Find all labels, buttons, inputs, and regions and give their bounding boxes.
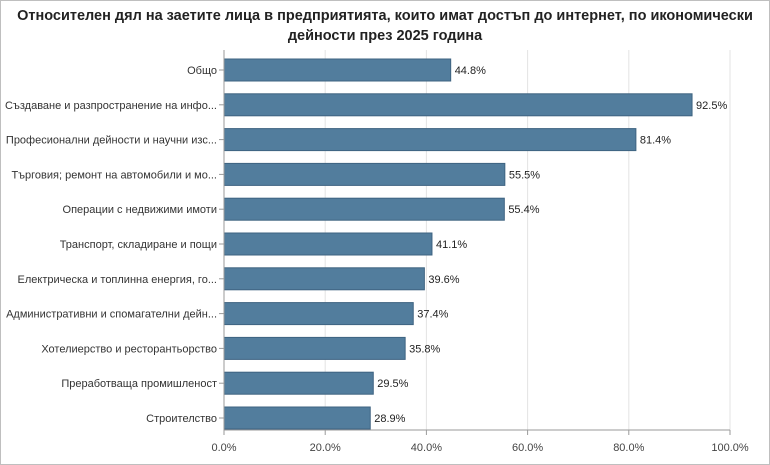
- bar: [223, 58, 452, 82]
- chart-title-line-2: дейности през 2025 година: [287, 28, 483, 44]
- value-label: 37.4%: [417, 309, 448, 321]
- category-label: Транспорт, складиране и пощи: [60, 239, 217, 251]
- category-label: Административни и спомагателни дейн...: [6, 309, 217, 321]
- value-label: 28.9%: [374, 413, 405, 425]
- value-label: 81.4%: [640, 135, 671, 147]
- value-label: 39.6%: [428, 274, 459, 286]
- bar: [223, 302, 414, 326]
- x-tick-label: 100.0%: [711, 442, 749, 454]
- chart-title: Относителен дял на заетите лица в предпр…: [0, 6, 770, 46]
- category-label: Операции с недвижими имоти: [63, 204, 217, 216]
- bar: [223, 197, 505, 221]
- value-label: 35.8%: [409, 343, 440, 355]
- value-label: 41.1%: [436, 239, 467, 251]
- category-label: Преработваща промишленост: [61, 378, 217, 390]
- category-label: Търговия; ремонт на автомобили и мо...: [11, 169, 217, 181]
- x-tick-label: 0.0%: [211, 442, 236, 454]
- category-label: Електрическа и топлинна енергия, го...: [18, 274, 217, 286]
- x-tick-label: 20.0%: [310, 442, 341, 454]
- bar: [223, 93, 693, 117]
- category-label: Общо: [187, 65, 217, 77]
- bar: [223, 336, 406, 360]
- category-label: Хотелиерство и ресторантьорство: [41, 343, 217, 355]
- value-label: 29.5%: [377, 378, 408, 390]
- x-tick-label: 80.0%: [613, 442, 644, 454]
- bar: [223, 406, 371, 430]
- bar: [223, 128, 637, 152]
- bar: [223, 232, 433, 256]
- value-label: 55.4%: [508, 204, 539, 216]
- bar: [223, 371, 374, 395]
- x-tick-label: 60.0%: [512, 442, 543, 454]
- category-label: Професионални дейности и научни изс...: [6, 135, 217, 147]
- value-label: 55.5%: [509, 169, 540, 181]
- bar: [223, 162, 506, 186]
- category-label: Създаване и разпространение на инфо...: [5, 100, 217, 112]
- category-label: Строителство: [146, 413, 217, 425]
- x-tick-label: 40.0%: [411, 442, 442, 454]
- bar: [223, 267, 425, 291]
- chart-title-line-1: Относителен дял на заетите лица в предпр…: [17, 8, 753, 24]
- value-label: 44.8%: [455, 65, 486, 77]
- value-label: 92.5%: [696, 100, 727, 112]
